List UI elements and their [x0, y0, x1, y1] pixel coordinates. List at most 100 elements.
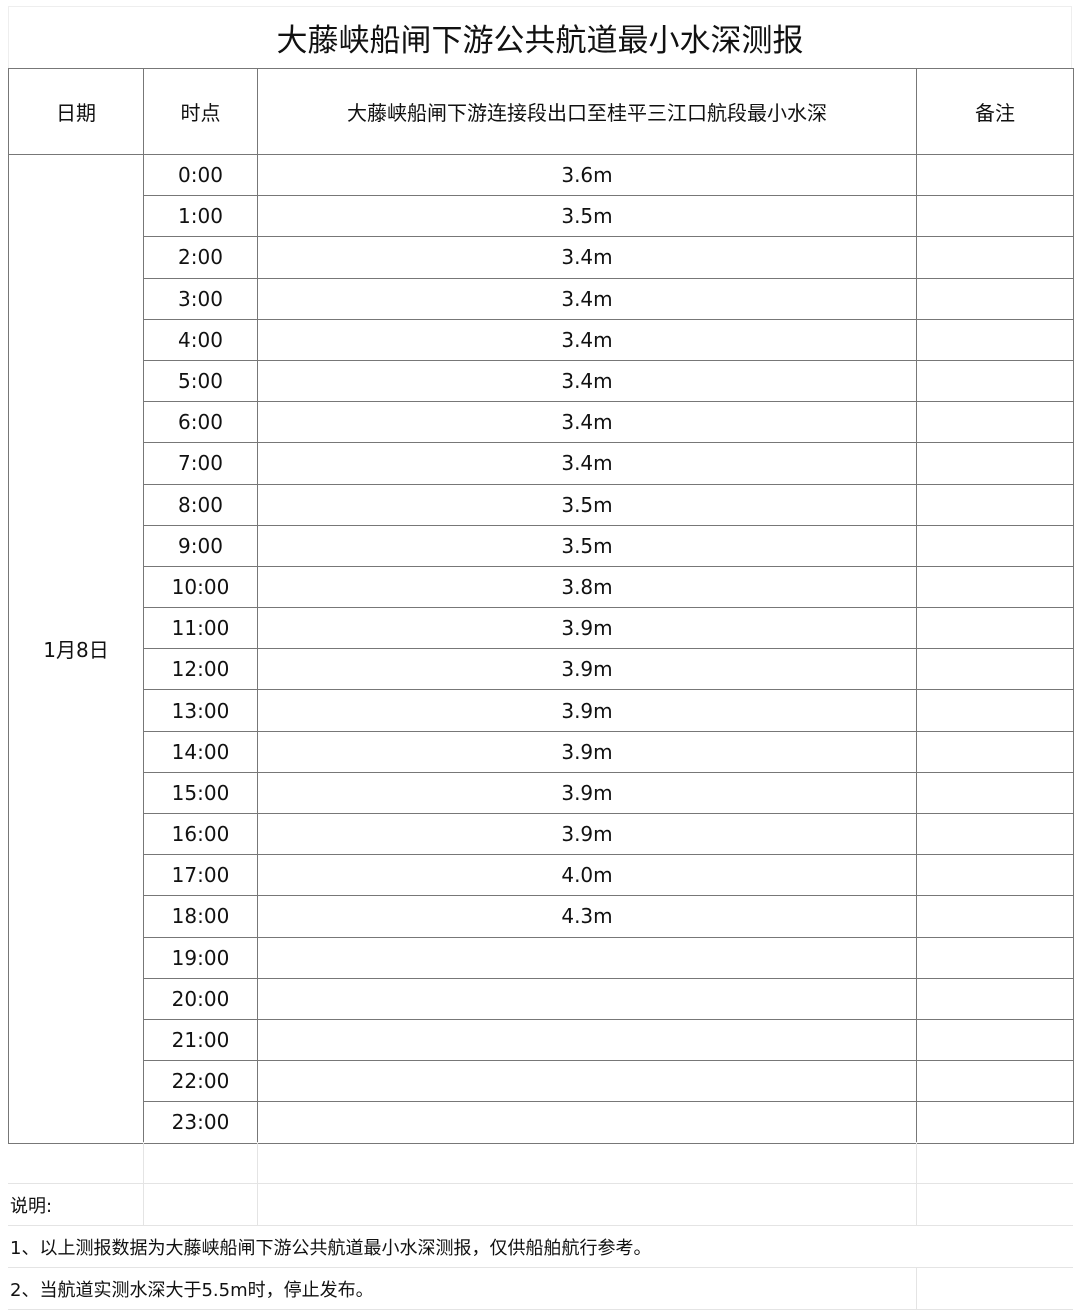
- time-cell: 20:00: [143, 977, 258, 1020]
- remark-cell: [916, 153, 1074, 197]
- depth-cell: 3.9m: [257, 607, 917, 650]
- remark-cell: [916, 483, 1074, 526]
- table-row: 11:00 3.9m: [9, 607, 1074, 650]
- note-item: 2、当航道实测水深大于5.5m时，停止发布。: [10, 1279, 374, 1301]
- table-row: 22:00: [9, 1060, 1074, 1103]
- remark-cell: [916, 936, 1074, 979]
- table-row: 2:00 3.4m: [9, 236, 1074, 279]
- depth-cell: [257, 1060, 917, 1103]
- remark-cell: [916, 359, 1074, 403]
- remark-cell: [916, 648, 1074, 691]
- time-cell: 15:00: [143, 771, 258, 815]
- depth-cell: 4.3m: [257, 895, 917, 938]
- depth-cell: 3.4m: [257, 236, 917, 279]
- depth-cell: 3.8m: [257, 565, 917, 609]
- remark-cell: [916, 771, 1074, 815]
- table-row: 20:00: [9, 977, 1074, 1020]
- depth-cell: 3.9m: [257, 648, 917, 691]
- remark-cell: [916, 277, 1074, 320]
- time-cell: 4:00: [143, 318, 258, 361]
- depth-table: 日期 时点 大藤峡船闸下游连接段出口至桂平三江口航段最小水深 备注 1月8日 0:…: [8, 68, 1074, 1144]
- table-row: 9:00 3.5m: [9, 524, 1074, 567]
- remark-cell: [916, 524, 1074, 567]
- notes-section: 说明: 1、以上测报数据为大藤峡船闸下游公共航道最小水深测报，仅供船舶航行参考。…: [8, 1142, 1073, 1310]
- time-cell: 21:00: [143, 1018, 258, 1062]
- table-row: 17:00 4.0m: [9, 854, 1074, 897]
- remark-cell: [916, 1018, 1074, 1062]
- depth-cell: 3.9m: [257, 689, 917, 732]
- remark-cell: [916, 318, 1074, 361]
- depth-cell: 3.9m: [257, 730, 917, 773]
- table-row: 6:00 3.4m: [9, 401, 1074, 444]
- depth-cell: [257, 977, 917, 1020]
- header-row: 日期 时点 大藤峡船闸下游连接段出口至桂平三江口航段最小水深 备注: [8, 68, 1074, 155]
- depth-cell: 3.4m: [257, 442, 917, 485]
- table-row: 12:00 3.9m: [9, 648, 1074, 691]
- time-cell: 23:00: [143, 1101, 258, 1144]
- table-row: 15:00 3.9m: [9, 771, 1074, 815]
- time-cell: 1:00: [143, 195, 258, 238]
- table-row: 19:00: [9, 936, 1074, 979]
- time-cell: 10:00: [143, 565, 258, 609]
- time-cell: 19:00: [143, 936, 258, 979]
- depth-cell: [257, 1101, 917, 1144]
- header-date: 日期: [8, 68, 144, 155]
- depth-cell: 3.5m: [257, 195, 917, 238]
- table-row: 1月8日 0:00 3.6m: [8, 153, 1074, 1144]
- notes-heading: 说明:: [10, 1195, 53, 1217]
- header-depth: 大藤峡船闸下游连接段出口至桂平三江口航段最小水深: [257, 68, 917, 155]
- remark-cell: [916, 607, 1074, 650]
- depth-cell: 3.5m: [257, 524, 917, 567]
- depth-cell: [257, 936, 917, 979]
- remark-cell: [916, 730, 1074, 773]
- time-cell: 6:00: [143, 401, 258, 444]
- remark-cell: [916, 1101, 1074, 1144]
- table-row: 10:00 3.8m: [9, 565, 1074, 609]
- header-remark: 备注: [916, 68, 1074, 155]
- remark-cell: [916, 195, 1074, 238]
- time-cell: 5:00: [143, 359, 258, 403]
- table-row: 7:00 3.4m: [9, 442, 1074, 485]
- time-cell: 12:00: [143, 648, 258, 691]
- remark-cell: [916, 236, 1074, 279]
- time-cell: 2:00: [143, 236, 258, 279]
- remark-cell: [916, 854, 1074, 897]
- time-cell: 9:00: [143, 524, 258, 567]
- table-row: 3:00 3.4m: [9, 277, 1074, 320]
- remark-cell: [916, 977, 1074, 1020]
- time-cell: 22:00: [143, 1060, 258, 1103]
- depth-cell: 3.4m: [257, 401, 917, 444]
- time-cell: 7:00: [143, 442, 258, 485]
- time-cell: 0:00: [143, 153, 258, 197]
- header-time: 时点: [143, 68, 258, 155]
- remark-cell: [916, 895, 1074, 938]
- depth-cell: 4.0m: [257, 854, 917, 897]
- time-cell: 17:00: [143, 854, 258, 897]
- table-row: 8:00 3.5m: [9, 483, 1074, 526]
- table-row: 5:00 3.4m: [9, 359, 1074, 403]
- time-cell: 8:00: [143, 483, 258, 526]
- depth-cell: 3.5m: [257, 483, 917, 526]
- table-row: 21:00: [9, 1018, 1074, 1062]
- depth-cell: 3.9m: [257, 812, 917, 856]
- time-cell: 13:00: [143, 689, 258, 732]
- remark-cell: [916, 689, 1074, 732]
- depth-cell: 3.4m: [257, 359, 917, 403]
- depth-cell: 3.6m: [257, 153, 917, 197]
- time-cell: 14:00: [143, 730, 258, 773]
- note-item: 1、以上测报数据为大藤峡船闸下游公共航道最小水深测报，仅供船舶航行参考。: [10, 1237, 652, 1259]
- date-cell: 1月8日: [8, 154, 144, 1144]
- table-row: 18:00 4.3m: [9, 895, 1074, 938]
- time-cell: 3:00: [143, 277, 258, 320]
- table-row: 4:00 3.4m: [9, 318, 1074, 361]
- depth-cell: 3.9m: [257, 771, 917, 815]
- depth-cell: 3.4m: [257, 318, 917, 361]
- time-cell: 18:00: [143, 895, 258, 938]
- page-title: 大藤峡船闸下游公共航道最小水深测报: [8, 6, 1072, 68]
- remark-cell: [916, 442, 1074, 485]
- remark-cell: [916, 565, 1074, 609]
- table-row: 13:00 3.9m: [9, 689, 1074, 732]
- table-row: 14:00 3.9m: [9, 730, 1074, 773]
- time-cell: 11:00: [143, 607, 258, 650]
- time-cell: 16:00: [143, 812, 258, 856]
